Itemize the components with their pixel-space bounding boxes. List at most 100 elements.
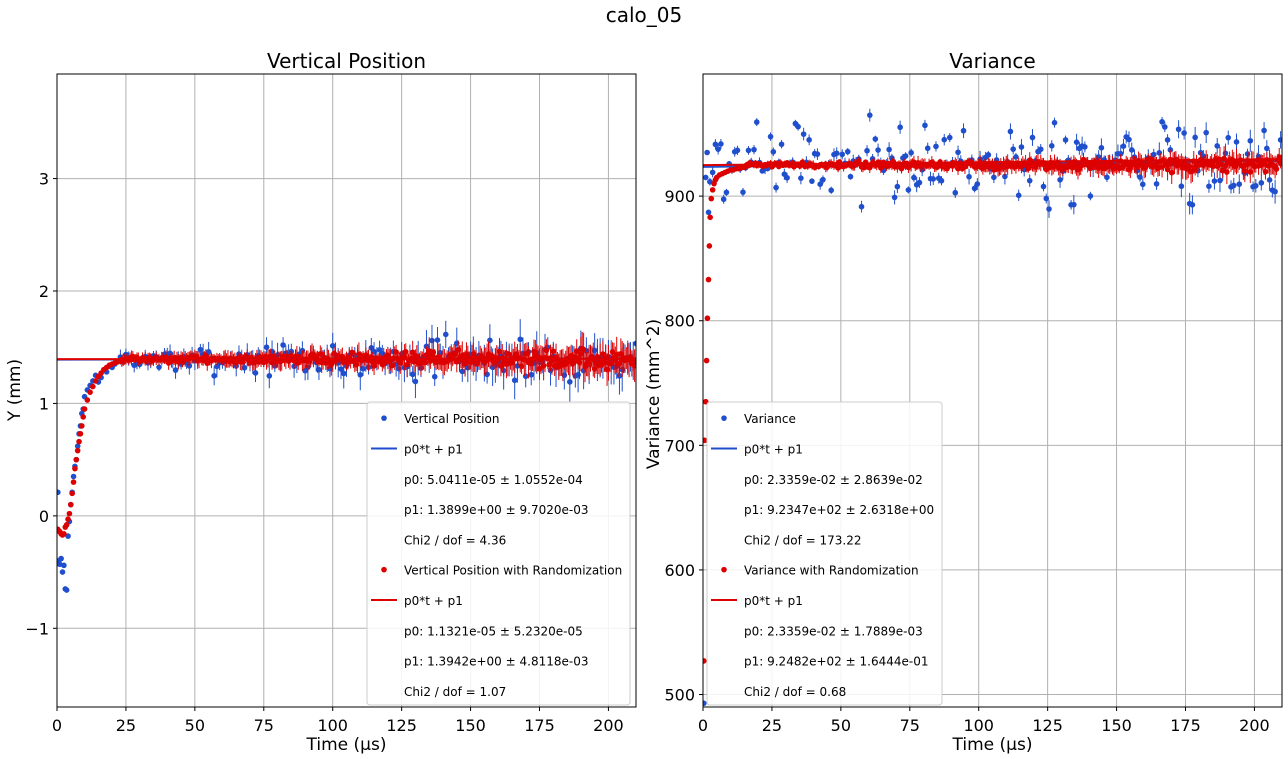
- data-point: [740, 189, 746, 195]
- data-point: [1048, 143, 1055, 149]
- data-point: [705, 209, 712, 216]
- data-point: [487, 337, 493, 344]
- data-point: [317, 351, 324, 357]
- data-point: [393, 349, 399, 355]
- data-point: [864, 147, 870, 154]
- data-point: [1178, 183, 1185, 190]
- data-point: [81, 406, 88, 412]
- data-point: [703, 437, 708, 444]
- data-point: [1277, 137, 1282, 143]
- x-tick-label: 50: [185, 716, 205, 735]
- data-point: [87, 389, 93, 395]
- data-point: [434, 337, 441, 343]
- data-point: [1082, 144, 1088, 150]
- data-point: [543, 347, 550, 354]
- data-point: [70, 479, 77, 485]
- data-point: [1236, 181, 1243, 187]
- legend-entry: p0: 2.3359e-02 ± 1.7889e-03: [744, 624, 923, 638]
- data-point: [1013, 154, 1019, 160]
- data-point: [971, 185, 978, 192]
- legend-entry: Vertical Position with Randomization: [404, 564, 622, 578]
- data-point: [886, 146, 892, 153]
- data-point: [1087, 165, 1094, 172]
- data-point: [1010, 146, 1016, 152]
- x-tick-label: 100: [317, 716, 348, 735]
- legend-entry: Chi2 / dof = 4.36: [404, 533, 506, 547]
- data-point: [338, 366, 344, 372]
- data-point: [608, 360, 614, 367]
- data-point: [63, 587, 70, 593]
- data-point: [69, 490, 75, 497]
- data-point: [1117, 150, 1124, 157]
- data-point: [1128, 147, 1135, 153]
- data-point: [357, 371, 364, 378]
- x-tick-label: 25: [762, 716, 782, 735]
- data-point: [1037, 146, 1044, 153]
- data-point: [705, 276, 712, 283]
- data-point: [946, 134, 953, 141]
- x-tick-label: 200: [1239, 716, 1270, 735]
- data-point: [908, 149, 914, 156]
- y-axis-label: Y (mm): [5, 359, 25, 422]
- legend-marker: [721, 415, 727, 421]
- data-point: [1225, 134, 1232, 141]
- data-point: [70, 473, 77, 480]
- data-point: [844, 148, 851, 155]
- data-point: [955, 149, 961, 156]
- legend-entry: p1: 9.2347e+02 ± 2.6318e+00: [744, 503, 934, 517]
- data-point: [966, 173, 972, 180]
- data-point: [828, 187, 835, 194]
- data-point: [1192, 134, 1198, 141]
- legend-marker: [381, 415, 387, 421]
- data-point: [575, 371, 581, 378]
- data-point: [604, 366, 610, 373]
- variance-panel: Variance Time (µs) Variance (mm^2) 0 25 50…: [644, 49, 1283, 755]
- data-point: [316, 366, 322, 373]
- legend-entry: p1: 1.3942e+00 ± 4.8118e-03: [404, 655, 588, 669]
- data-point: [506, 351, 512, 358]
- data-point: [57, 489, 61, 496]
- data-point: [576, 359, 583, 366]
- data-point: [709, 169, 716, 176]
- data-point: [1057, 177, 1063, 183]
- data-point: [197, 346, 204, 353]
- data-point: [580, 346, 587, 353]
- data-point: [1217, 177, 1223, 184]
- data-point: [1159, 118, 1165, 125]
- data-point: [633, 361, 636, 367]
- legend-entry: Variance: [744, 412, 796, 426]
- data-point: [459, 368, 466, 375]
- data-point: [1071, 201, 1077, 208]
- data-point: [80, 414, 86, 420]
- data-point: [511, 377, 518, 384]
- data-point: [1186, 163, 1193, 170]
- data-point: [922, 122, 928, 129]
- data-point: [524, 350, 530, 357]
- data-point: [409, 371, 416, 378]
- data-point: [1156, 150, 1163, 156]
- data-point: [1043, 195, 1050, 202]
- data-point: [1262, 168, 1269, 175]
- data-point: [905, 187, 912, 193]
- data-point: [1224, 169, 1230, 175]
- grid: [56, 74, 636, 707]
- data-point: [1247, 137, 1254, 144]
- data-point: [960, 127, 967, 134]
- data-point: [65, 533, 71, 539]
- data-point: [1137, 174, 1143, 180]
- data-point: [389, 362, 395, 369]
- vertical-position-panel: Vertical Position Time (µs) Y (mm) 0 25 50…: [5, 49, 637, 755]
- legend-entry: p0: 1.1321e-05 ± 5.2320e-05: [404, 624, 583, 638]
- data-point: [241, 364, 248, 371]
- data-point: [205, 348, 212, 355]
- y-tick-label: 3: [39, 170, 49, 189]
- data-point: [715, 146, 721, 152]
- data-point: [371, 348, 377, 355]
- data-point: [1162, 124, 1168, 130]
- data-point: [269, 348, 275, 355]
- data-point: [349, 349, 355, 356]
- data-point: [1272, 188, 1278, 195]
- data-point: [528, 371, 535, 378]
- data-point: [974, 181, 981, 187]
- data-point: [1046, 206, 1052, 212]
